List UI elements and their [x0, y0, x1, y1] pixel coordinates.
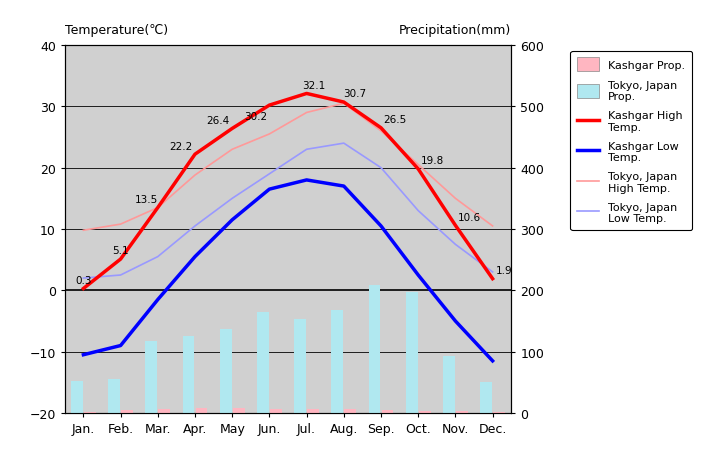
Bar	[382, 410, 393, 413]
Bar	[294, 319, 306, 413]
Text: 26.4: 26.4	[207, 116, 230, 126]
Bar	[307, 409, 319, 413]
Bar	[108, 379, 120, 413]
Text: Temperature(℃): Temperature(℃)	[65, 24, 168, 37]
Bar	[121, 410, 133, 413]
Text: 10.6: 10.6	[458, 213, 481, 222]
Bar	[344, 409, 356, 413]
Text: 22.2: 22.2	[169, 141, 193, 151]
Bar	[145, 341, 157, 413]
Bar	[220, 329, 232, 413]
Text: 30.7: 30.7	[343, 90, 366, 99]
Bar	[196, 408, 207, 413]
Bar	[270, 409, 282, 413]
Text: 1.9: 1.9	[495, 266, 512, 275]
Bar	[419, 411, 431, 413]
Bar	[456, 411, 468, 413]
Legend: Kashgar Prop., Tokyo, Japan
Prop., Kashgar High
Temp., Kashgar Low
Temp., Tokyo,: Kashgar Prop., Tokyo, Japan Prop., Kashg…	[570, 51, 692, 230]
Bar	[406, 292, 418, 413]
Text: 32.1: 32.1	[302, 81, 325, 91]
Text: 13.5: 13.5	[135, 195, 158, 205]
Text: 0.3: 0.3	[75, 275, 91, 285]
Bar	[369, 285, 380, 413]
Text: Precipitation(mm): Precipitation(mm)	[399, 24, 511, 37]
Bar	[84, 412, 96, 413]
Bar	[443, 356, 455, 413]
Bar	[331, 310, 343, 413]
Text: 26.5: 26.5	[383, 115, 407, 125]
Bar	[493, 412, 505, 413]
Bar	[480, 382, 492, 413]
Text: 5.1: 5.1	[112, 246, 129, 256]
Bar	[257, 312, 269, 413]
Bar	[183, 336, 194, 413]
Text: 30.2: 30.2	[244, 112, 267, 122]
Bar	[158, 409, 170, 413]
Bar	[233, 408, 245, 413]
Bar	[71, 381, 83, 413]
Text: 19.8: 19.8	[420, 156, 444, 166]
